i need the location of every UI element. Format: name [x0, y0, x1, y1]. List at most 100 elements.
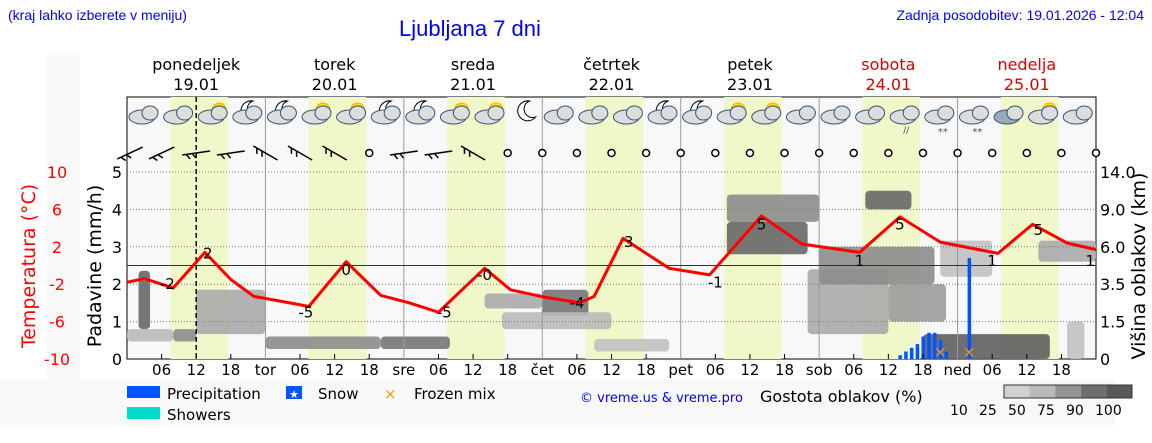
cloud-shape: [487, 105, 505, 121]
x-tick-label: pet: [668, 361, 693, 379]
barb-tick: [463, 147, 466, 154]
density-swatch: [1055, 385, 1081, 398]
cloud-icon: [163, 105, 194, 125]
cloud-patch: [127, 329, 174, 342]
barb-tick: [468, 150, 471, 157]
cloud-shape: [902, 105, 920, 121]
density-bar-frame: [1003, 384, 1133, 399]
cloud-patch: [542, 289, 589, 316]
moon-icon: [517, 100, 538, 122]
temp-label: -1: [708, 273, 723, 291]
barb-tick: [185, 153, 191, 160]
wind-calm-icon: [918, 148, 928, 158]
temp-label: 0: [341, 261, 351, 279]
x-tick-label: tor: [255, 361, 277, 379]
barb-tick: [261, 150, 263, 157]
precip-tick-label: 3: [112, 238, 122, 257]
wind-calm-icon: [365, 148, 374, 158]
density-tick-label: 100: [1095, 403, 1122, 419]
temp-tick-label: 2: [52, 238, 62, 257]
cloud-patch: [138, 270, 151, 330]
cloud-height-tick-label: 9.0: [1100, 200, 1125, 219]
cloud-shape: [971, 105, 989, 121]
cloud-icon: [820, 105, 851, 125]
precip-tick-label: 4: [112, 200, 122, 219]
moon-cloud-icon: [266, 100, 297, 125]
precip-legend-swatch: [127, 386, 160, 398]
last-updated: Zadnja posodobitev: 19.01.2026 - 12:04: [896, 7, 1144, 23]
wind-barb-icon: [182, 150, 211, 160]
temp-label: -2: [160, 275, 175, 293]
daylight-band: [308, 97, 367, 359]
cloud-shape: [279, 105, 297, 121]
sun-cloud-icon: [197, 102, 228, 125]
snow-flakes: **: [938, 127, 948, 138]
temp-tick-label: -6: [49, 313, 65, 332]
temp-label: 1: [855, 252, 865, 270]
x-tick-label: 18: [1052, 361, 1071, 379]
wind-barb-icon: [116, 146, 144, 162]
showers-legend-swatch: [127, 407, 160, 419]
cloud-shape: [556, 105, 574, 121]
precip-bar: [933, 332, 937, 359]
cloud-shape: [937, 105, 955, 121]
day-name: torek: [314, 55, 356, 74]
x-tick-label: 18: [360, 361, 379, 379]
legend-panel: [0, 380, 1115, 425]
x-tick-label: 12: [602, 361, 621, 379]
barb-tick: [256, 147, 258, 154]
cloud-shape: [798, 105, 816, 121]
x-tick-label: 06: [844, 361, 863, 379]
cloud-shape: [349, 105, 367, 121]
temp-label: 5: [1034, 221, 1044, 239]
x-tick-label: 06: [706, 361, 725, 379]
x-tick-label: 06: [429, 361, 448, 379]
moon-cloud-icon: [647, 100, 678, 125]
cloud-patch: [888, 284, 947, 322]
temp-label: -4: [569, 294, 584, 312]
wind-calm-icon: [987, 148, 997, 158]
cloud-height-tick-label: 14.0: [1100, 163, 1136, 182]
moon-cloud-icon: [405, 100, 436, 125]
wind-calm-icon: [607, 148, 616, 158]
x-tick-label: 12: [1017, 361, 1036, 379]
x-tick-label: 18: [775, 361, 794, 379]
cloud-icon: [578, 105, 609, 125]
temp-label: 1: [987, 252, 997, 270]
density-swatch: [1106, 385, 1132, 398]
wind-calm-icon: [711, 148, 720, 158]
cloud-patch: [594, 339, 670, 352]
fog-icon: [993, 105, 1024, 125]
barb-tick: [191, 153, 197, 159]
wind-calm-icon: [745, 148, 755, 158]
wind-barb-icon: [460, 145, 486, 161]
moon-cloud-icon: [682, 100, 713, 125]
wind-calm-icon: [572, 148, 582, 158]
temp-label: 1: [1085, 252, 1095, 270]
precip-tick-label: 2: [112, 275, 122, 294]
cloud-patch: [380, 336, 450, 350]
density-tick-label: 75: [1037, 403, 1055, 419]
cloud-shape: [833, 105, 851, 121]
temp-tick-label: -2: [49, 275, 65, 294]
x-tick-label: 12: [879, 361, 898, 379]
cloud-snow-icon: **: [958, 105, 989, 138]
temp-label: 5: [757, 215, 767, 233]
precip-bar: [898, 355, 902, 359]
cloud-patch: [922, 334, 1050, 359]
wind-calm-icon: [849, 148, 858, 158]
snow-legend-swatch: [286, 386, 302, 399]
cloud-icon: [128, 105, 159, 125]
wind-barb-icon: [389, 150, 418, 160]
temp-tick-label: 6: [52, 200, 62, 219]
density-swatch: [1004, 385, 1030, 398]
wind-barb-icon: [322, 145, 348, 161]
cloud-shape: [764, 105, 782, 121]
wind-barb-icon: [216, 150, 245, 160]
density-swatch: [1080, 385, 1107, 398]
left-panel: [47, 55, 80, 425]
cloud-patch: [1067, 321, 1085, 359]
density-tick-label: 90: [1066, 403, 1084, 419]
cloud-shape: [868, 105, 886, 121]
